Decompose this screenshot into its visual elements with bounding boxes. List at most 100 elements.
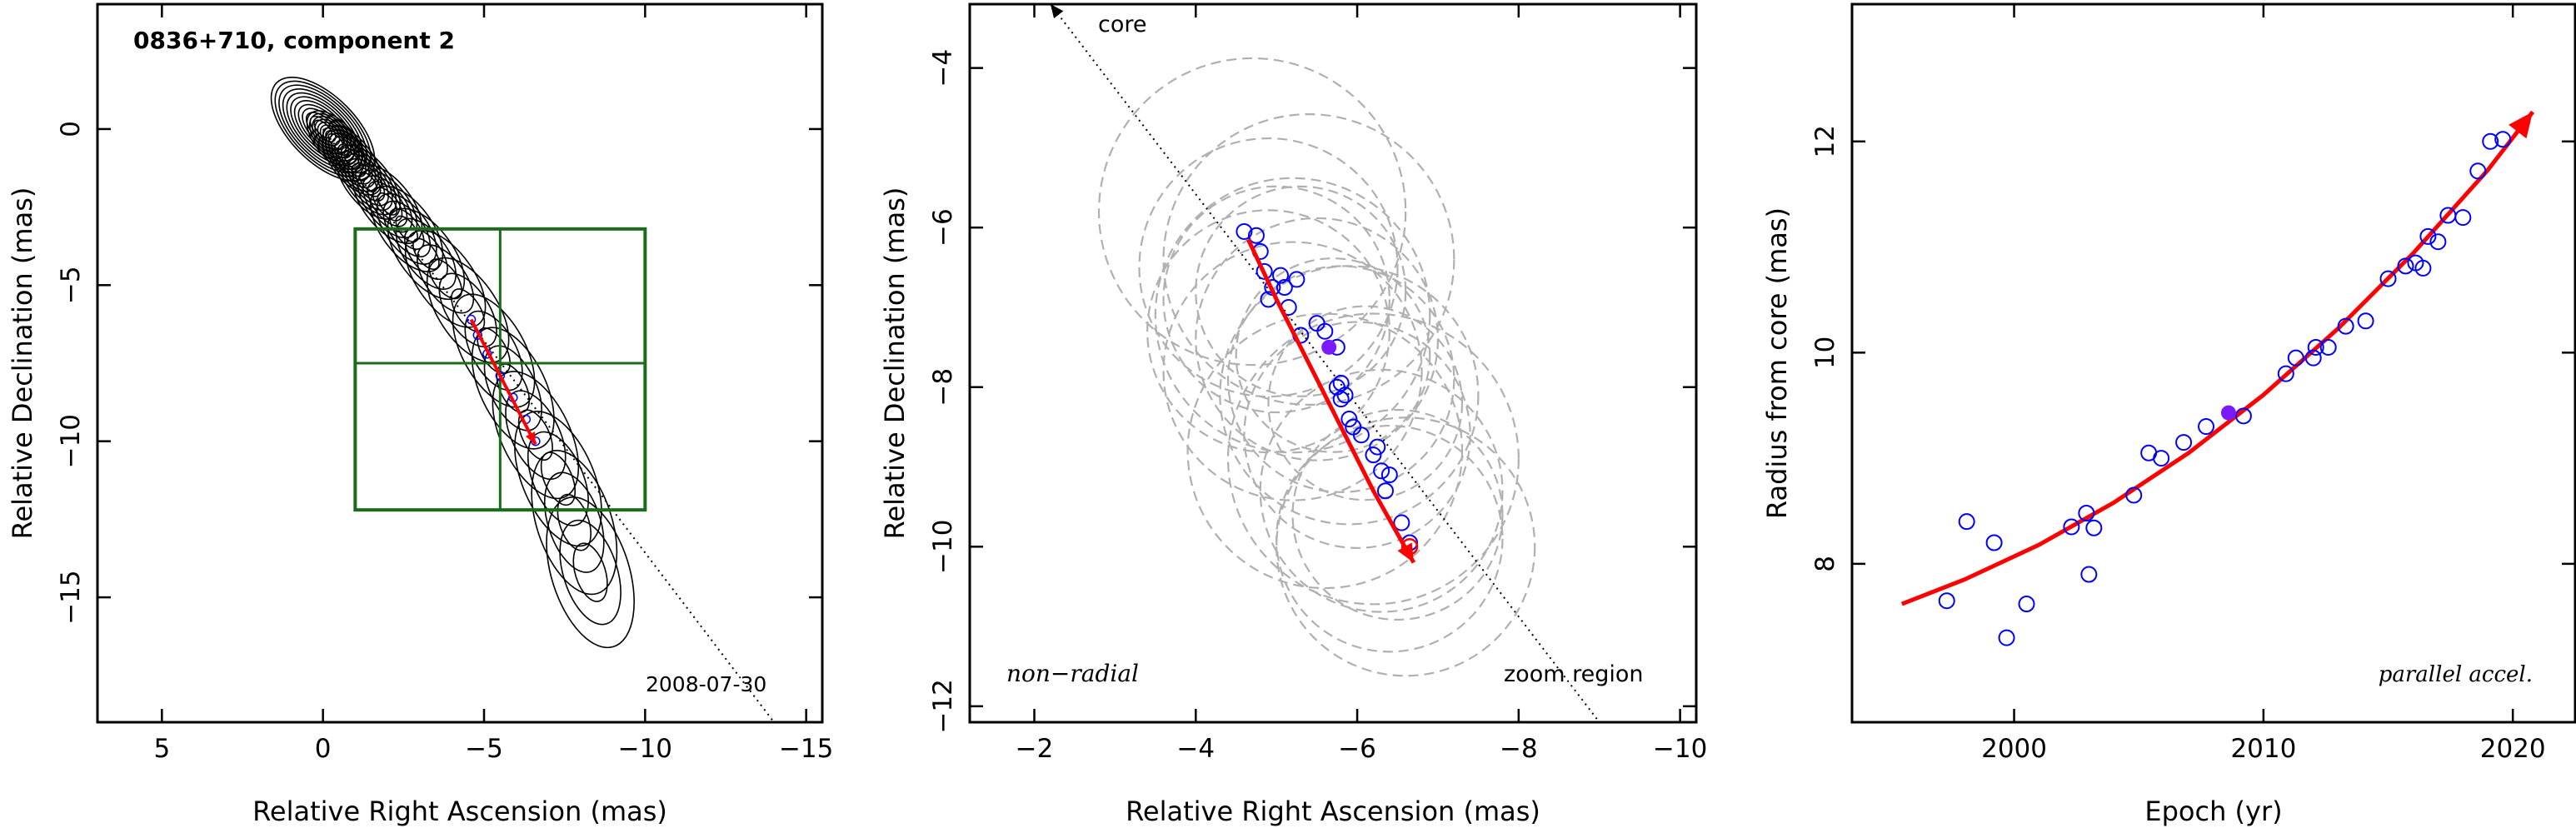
contour-line [557,493,592,551]
component-position [1393,514,1410,531]
radius-point [2175,434,2193,451]
parallel-accel-label: parallel accel. [2379,662,2533,687]
radius-point [1938,592,1955,610]
radius-point [2063,518,2080,536]
x-axis-label: Epoch (yr) [2144,796,2282,827]
highlight-point [2220,405,2236,421]
contour-line [340,147,364,174]
component-position [1340,411,1358,428]
uncertainty-circle [1276,424,1504,653]
component-position [1272,267,1290,284]
fit-curve-arrowhead [2509,112,2534,139]
y-tick-label: 8 [1810,556,1840,572]
track-point [466,314,477,325]
map-title: 0836+710, component 2 [133,27,455,54]
plot-area [1050,4,1600,722]
contour-line [546,496,635,649]
radius-point [2287,349,2304,367]
component-position [1380,466,1398,484]
contour-line [335,144,402,220]
uncertainty-circle [1226,312,1520,606]
radius-point [2454,209,2472,227]
component-position [1332,391,1350,408]
y-axis-label: Relative Declination (mas) [879,187,911,540]
radius-point [2304,349,2322,367]
x-tick-label: 2020 [2480,734,2546,764]
radius-point [2337,317,2354,335]
contour-line [377,192,398,216]
y-axis-label: Radius from core (mas) [1761,207,1793,519]
radius-point [2198,418,2215,436]
radius-point [2357,312,2374,330]
panel-contour-map: 5 0 −5 −10 −15 0 −5 −10 −15 0836+710, component … [7,2,833,827]
axes: −2 −4 −6 −8 −10 −4 −6 −8 −10 −12 [928,4,1707,764]
track-point [531,436,541,446]
radius-point [2429,233,2447,251]
contour-line [282,88,364,170]
uncertainty-circle [1162,185,1390,414]
uncertainty-circle [1259,368,1504,613]
epoch-label: 2008-07-30 [646,672,766,696]
x-tick-label: −4 [1176,734,1215,764]
uncertainty-circle [1243,321,1471,549]
contour-line [382,200,432,257]
y-tick-label: −6 [928,208,958,247]
radius-point [2277,365,2294,382]
uncertainty-circle [1154,177,1431,454]
contour-line [404,229,487,328]
radius-point [2469,162,2487,180]
core-direction-arrowhead [1050,4,1064,19]
contour-line [517,409,553,461]
radius-point [2419,227,2437,245]
jet-direction-line [322,128,775,722]
component-position [1365,446,1382,464]
contour-line [438,272,497,348]
uncertainty-circle [1097,57,1407,367]
contour-line [483,345,542,431]
panel-radius-vs-epoch: 2000 2010 2020 8 10 12 parallel accel. Epoch … [1761,2,2576,827]
radius-point [2414,259,2432,277]
radius-point [2080,566,2098,583]
uncertainty-circle [1276,416,1536,677]
y-tick-label: −15 [56,570,86,624]
axes: 5 0 −5 −10 −15 0 −5 −10 −15 [56,4,833,764]
uncertainty-circle [1291,408,1504,621]
contour-line [347,157,389,207]
component-position [1332,374,1350,392]
component-position [1247,227,1265,244]
radius-point [2307,338,2324,356]
contour-line [464,310,523,392]
plot-area [270,76,775,722]
uncertainty-circle [1235,257,1431,453]
uncertainty-circle [1186,312,1464,590]
panel-zoom-region: −2 −4 −6 −8 −10−4−6−8−10−12 core non−radial … [879,2,1707,827]
radius-point [1958,513,1975,531]
radius-point [2319,338,2337,356]
plot-frame [1850,2,2576,724]
zoom-region-label: zoom region [1504,661,1643,687]
x-tick-label: −15 [779,734,833,764]
contour-line [286,92,360,167]
uncertainty-circle [1162,241,1423,501]
contour-line [531,450,618,596]
y-axis-label: Relative Declination (mas) [7,187,38,540]
uncertainty-circle [1146,209,1390,454]
motion-arrow-head [1397,542,1414,563]
contour-line [505,390,567,481]
component-position [1373,462,1390,480]
track-point [495,371,506,381]
radius-point [2153,450,2170,467]
x-axis-label: Relative Right Ascension (mas) [1126,796,1540,827]
radius-point [2494,131,2512,148]
plot-area [1900,110,2535,646]
component-position [1316,322,1334,340]
y-tick-label: −8 [928,368,958,407]
y-tick-label: −10 [928,520,958,574]
x-tick-label: −8 [1500,734,1538,764]
core-label: core [1098,12,1146,37]
contour-line [417,244,475,314]
contour-line [543,471,605,573]
contour-line [395,217,457,291]
contour-line [471,327,555,450]
